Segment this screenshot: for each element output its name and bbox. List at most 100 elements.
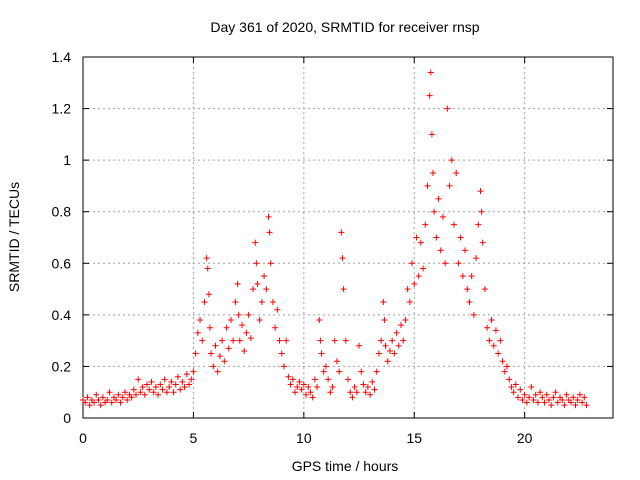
- data-point: [119, 394, 126, 401]
- data-point: [287, 381, 294, 388]
- y-tick-label: 0.8: [52, 204, 72, 220]
- data-point: [478, 208, 485, 215]
- data-point: [168, 378, 175, 385]
- data-point: [428, 131, 435, 138]
- data-point: [378, 337, 385, 344]
- y-axis-label: SRMTID / TECUs: [6, 182, 22, 292]
- data-point: [488, 317, 495, 324]
- data-point: [404, 286, 411, 293]
- data-point: [121, 389, 128, 396]
- data-point: [210, 363, 217, 370]
- data-point: [442, 260, 449, 267]
- data-point: [190, 368, 197, 375]
- data-point: [227, 317, 234, 324]
- data-point: [353, 389, 360, 396]
- data-point: [384, 358, 391, 365]
- data-point: [424, 182, 431, 189]
- data-point: [539, 394, 546, 401]
- data-point: [534, 399, 541, 406]
- data-point: [395, 342, 402, 349]
- data-point: [457, 234, 464, 241]
- data-point: [455, 260, 462, 267]
- data-point: [420, 265, 427, 272]
- data-point: [510, 389, 517, 396]
- data-point: [283, 337, 290, 344]
- data-point: [409, 260, 416, 267]
- data-point: [93, 391, 100, 398]
- data-point: [235, 311, 242, 318]
- data-point: [266, 229, 273, 236]
- data-point: [219, 337, 226, 344]
- data-point: [572, 402, 579, 409]
- data-point: [473, 255, 480, 262]
- data-point: [216, 353, 223, 360]
- data-point: [451, 221, 457, 228]
- data-point: [152, 384, 159, 391]
- data-points: [80, 69, 590, 409]
- data-point: [576, 391, 583, 398]
- data-point: [563, 391, 570, 398]
- data-point: [303, 391, 310, 398]
- data-point: [128, 394, 135, 401]
- data-point: [468, 273, 475, 280]
- data-point: [347, 389, 354, 396]
- data-point: [199, 337, 206, 344]
- data-point: [230, 337, 237, 344]
- data-point: [532, 391, 539, 398]
- data-point: [521, 391, 528, 398]
- data-point: [559, 396, 566, 403]
- grid-lines: [83, 57, 613, 418]
- data-point: [124, 396, 131, 403]
- data-point: [135, 376, 142, 383]
- data-point: [250, 286, 257, 293]
- data-point: [501, 368, 508, 375]
- data-point: [581, 394, 588, 401]
- data-point: [223, 324, 230, 331]
- data-point: [517, 386, 524, 393]
- data-point: [431, 208, 438, 215]
- data-point: [400, 337, 407, 344]
- data-point: [285, 373, 292, 380]
- data-point: [204, 265, 211, 272]
- data-point: [398, 322, 404, 329]
- data-point: [212, 342, 219, 349]
- data-point: [197, 317, 204, 324]
- data-point: [492, 327, 499, 334]
- data-point: [541, 399, 548, 406]
- data-point: [267, 260, 274, 267]
- data-point: [515, 394, 522, 401]
- data-point: [481, 286, 488, 293]
- data-point: [289, 376, 296, 383]
- data-point: [236, 337, 243, 344]
- data-point: [294, 384, 301, 391]
- data-point: [174, 373, 181, 380]
- data-point: [203, 255, 210, 262]
- data-point: [309, 394, 316, 401]
- data-point: [243, 329, 250, 336]
- data-point: [95, 396, 102, 403]
- data-point: [276, 337, 283, 344]
- data-point: [146, 386, 153, 393]
- data-point: [339, 255, 346, 262]
- data-point: [298, 386, 305, 393]
- data-point: [141, 391, 148, 398]
- data-point: [375, 350, 382, 357]
- data-point: [241, 347, 248, 354]
- y-tick-label: 1.2: [52, 101, 72, 117]
- data-point: [413, 234, 420, 241]
- data-point: [351, 384, 358, 391]
- data-point: [497, 337, 504, 344]
- data-point: [261, 273, 268, 280]
- data-point: [504, 363, 510, 370]
- data-point: [245, 311, 252, 318]
- data-point: [435, 195, 442, 202]
- data-point: [137, 389, 144, 396]
- data-point: [172, 381, 179, 388]
- data-point: [519, 396, 526, 403]
- y-tick-label: 0: [63, 410, 71, 426]
- data-point: [170, 389, 177, 396]
- data-point: [340, 286, 347, 293]
- data-point: [462, 247, 469, 254]
- data-point: [393, 329, 400, 336]
- data-point: [296, 378, 303, 385]
